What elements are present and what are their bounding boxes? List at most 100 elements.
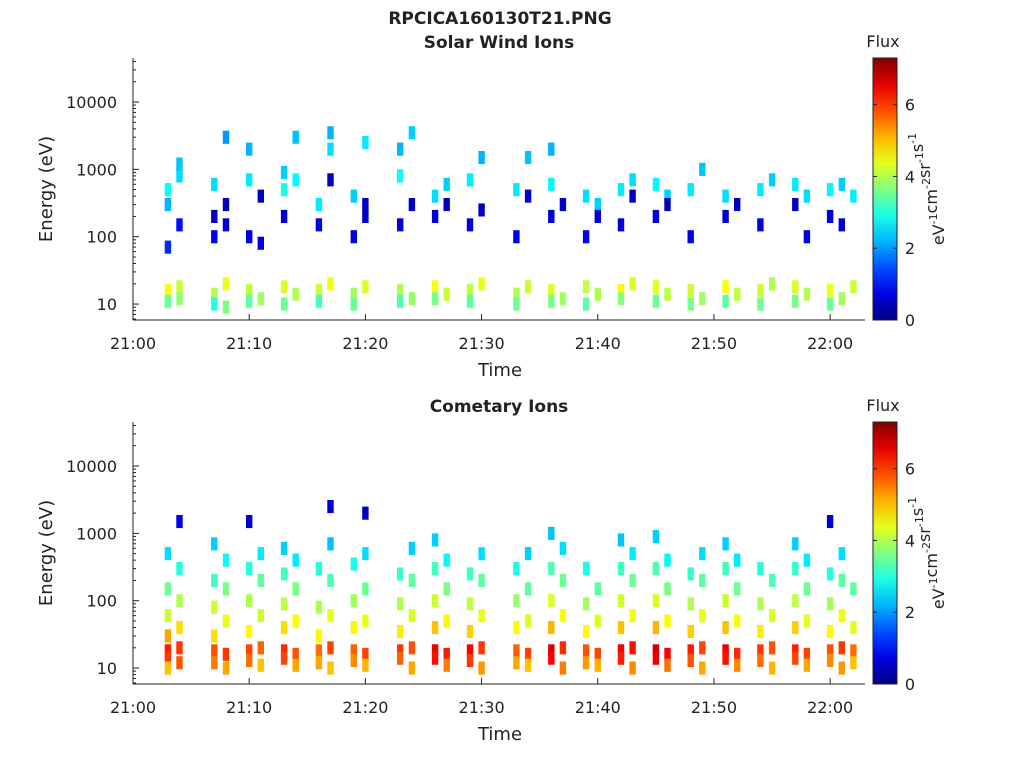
spectrogram-cell: [722, 280, 729, 294]
spectrogram-cell: [362, 647, 369, 661]
spectrogram-cell: [211, 644, 218, 658]
spectrogram-cells: [164, 500, 857, 675]
spectrogram-cell: [513, 656, 520, 670]
spectrogram-cell: [826, 653, 834, 667]
spectrogram-cell: [850, 644, 857, 658]
spectrogram-cell: [327, 142, 334, 156]
spectrogram-cell: [559, 609, 567, 623]
spectrogram-cell: [664, 582, 671, 596]
spectrogram-cell: [768, 641, 776, 655]
spectrogram-cell: [466, 567, 474, 581]
spectrogram-cell: [164, 294, 172, 308]
spectrogram-cell: [792, 562, 799, 576]
spectrogram-cell: [617, 218, 625, 232]
spectrogram-cell: [478, 277, 485, 291]
spectrogram-cell: [617, 644, 625, 658]
colorbar: [872, 57, 898, 321]
colorbar-unit-label: eV-1cm-2sr-1s-1: [906, 497, 948, 609]
x-tick-label: 22:00: [807, 698, 853, 717]
spectrogram-cell: [280, 621, 288, 635]
spectrogram-cell: [652, 177, 660, 191]
spectrogram-cell: [176, 594, 183, 608]
spectrogram-cell: [699, 547, 706, 561]
spectrogram-cell: [548, 177, 555, 191]
x-tick-label: 21:00: [110, 698, 156, 717]
spectrogram-cell: [315, 218, 323, 232]
spectrogram-cell: [164, 582, 172, 596]
spectrogram-cell: [478, 641, 485, 655]
x-tick-label: 22:00: [807, 334, 853, 353]
spectrogram-cell: [362, 209, 369, 223]
spectrogram-cell: [699, 292, 706, 306]
spectrogram-cell: [594, 582, 601, 596]
spectrogram-cell: [652, 644, 660, 658]
spectrogram-cell: [687, 653, 694, 667]
x-tick-label: 21:40: [575, 334, 621, 353]
colorbar-tick-label: 0: [905, 311, 915, 330]
spectrogram-cell: [431, 533, 439, 547]
spectrogram-cell: [629, 547, 636, 561]
spectrogram-cell: [478, 151, 485, 165]
spectrogram-cell: [246, 594, 253, 608]
spectrogram-cell: [548, 294, 555, 308]
spectrogram-cell: [478, 573, 485, 587]
spectrogram-cell: [629, 277, 636, 291]
spectrogram-cell: [757, 297, 764, 311]
spectrogram-cell: [652, 294, 660, 308]
spectrogram-cell: [594, 287, 601, 301]
spectrogram-cell: [652, 280, 660, 294]
spectrogram-cell: [397, 294, 404, 308]
spectrogram-cell: [362, 198, 369, 212]
spectrogram-cell: [280, 597, 288, 611]
spectrogram-cell: [280, 209, 288, 223]
spectrogram-cell: [617, 283, 625, 297]
spectrogram-cell: [722, 562, 729, 576]
spectrogram-cell: [792, 198, 799, 212]
spectrogram-cell: [548, 209, 555, 223]
spectrogram-cell: [164, 183, 172, 197]
spectrogram-cell: [826, 515, 834, 529]
spectrogram-cell: [617, 292, 625, 306]
spectrogram-cell: [734, 582, 741, 596]
spectrogram-cell: [524, 658, 532, 672]
y-axis-label: Energy (eV): [36, 136, 57, 242]
spectrogram-cell: [664, 553, 671, 567]
spectrogram-cell: [292, 658, 299, 672]
spectrogram-cell: [652, 594, 660, 608]
spectrogram-cell: [617, 594, 625, 608]
colorbar-tick-label: 4: [905, 531, 915, 550]
spectrogram-cell: [292, 647, 299, 661]
spectrogram-cell: [792, 294, 799, 308]
spectrogram-cell: [257, 292, 264, 306]
spectrogram-cell: [582, 189, 590, 203]
spectrogram-cell: [176, 280, 183, 294]
spectrogram-cell: [280, 297, 288, 311]
spectrogram-cell: [257, 641, 264, 655]
spectrogram-cell: [722, 294, 729, 308]
spectrogram-cell: [246, 653, 253, 667]
spectrogram-cell: [582, 297, 590, 311]
spectrogram-cell: [617, 533, 625, 547]
spectrogram-cell: [362, 506, 369, 520]
spectrogram-cell: [722, 209, 729, 223]
spectrogram-cell: [594, 647, 601, 661]
spectrogram-cell: [176, 562, 183, 576]
spectrogram-cell: [757, 624, 764, 638]
spectrogram-cell: [559, 541, 567, 555]
spectrogram-cell: [408, 609, 416, 623]
spectrogram-cell: [792, 177, 799, 191]
spectrogram-cell: [722, 594, 729, 608]
spectrogram-cell: [257, 658, 264, 672]
spectrogram-cell: [803, 658, 811, 672]
spectrogram-cell: [664, 198, 671, 212]
spectrogram-cell: [548, 526, 555, 540]
spectrogram-cell: [559, 641, 567, 655]
spectrogram-cell: [397, 142, 404, 156]
spectrogram-cell: [850, 656, 857, 670]
spectrogram-cell: [792, 644, 799, 658]
spectrogram-cell: [280, 541, 288, 555]
spectrogram-cell: [466, 283, 474, 297]
spectrogram-cell: [257, 547, 264, 561]
spectrogram-cell: [699, 609, 706, 623]
